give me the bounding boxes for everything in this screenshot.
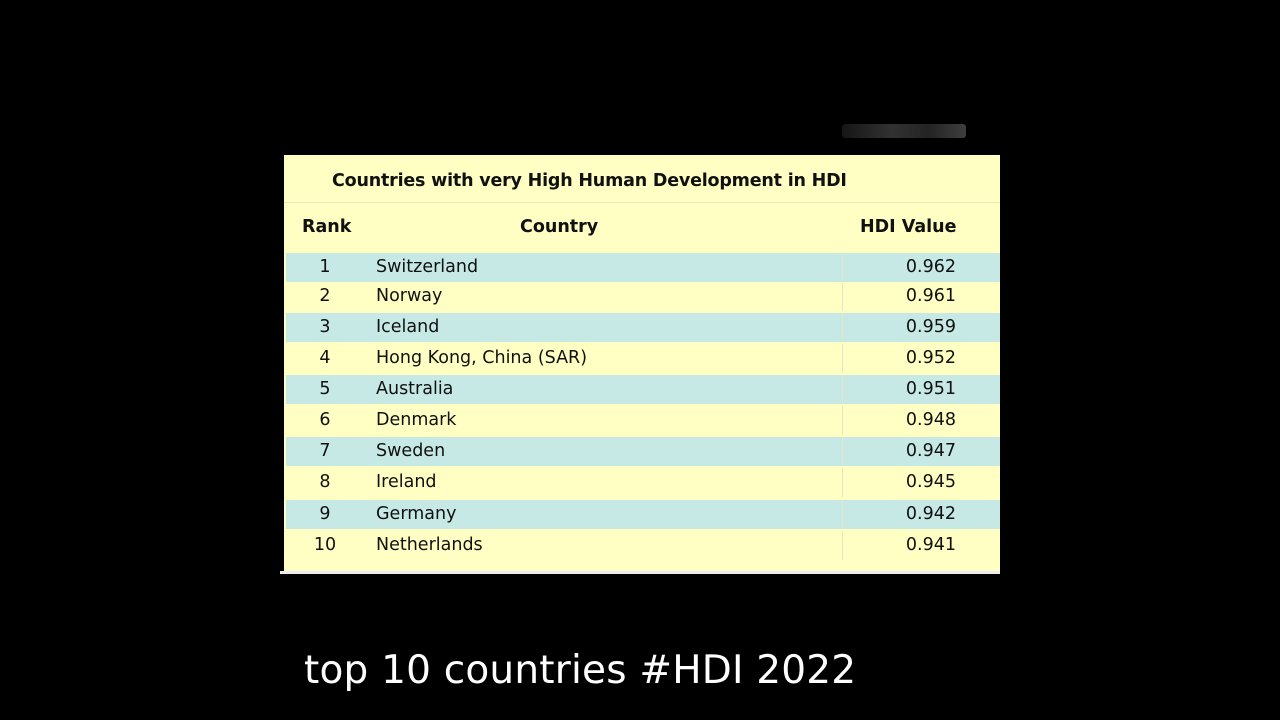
row-country: Germany (376, 504, 457, 524)
row-hdi-value: 0.942 (905, 504, 956, 524)
row-rank: 5 (319, 379, 331, 399)
column-divider (842, 282, 843, 311)
row-country: Iceland (376, 317, 440, 337)
row-hdi-value: 0.951 (905, 379, 956, 399)
row-rank: 8 (319, 472, 331, 492)
header-country: Country (520, 217, 599, 237)
table-row: 8 Ireland 0.945 (286, 468, 1000, 497)
row-hdi-value: 0.962 (905, 257, 956, 277)
row-country: Denmark (376, 410, 457, 430)
column-divider (842, 500, 843, 529)
row-country: Switzerland (376, 257, 479, 277)
table-row: 5 Australia 0.951 (286, 375, 1000, 404)
row-rank: 7 (319, 441, 331, 461)
column-divider (842, 253, 843, 282)
row-hdi-value: 0.941 (905, 535, 956, 555)
table-row: 1 Switzerland 0.962 (286, 253, 1000, 282)
table-bottom-border (280, 571, 1000, 574)
column-divider (842, 437, 843, 466)
row-hdi-value: 0.959 (905, 317, 956, 337)
decorative-mark (842, 124, 966, 138)
row-hdi-value: 0.947 (905, 441, 956, 461)
row-country: Australia (376, 379, 454, 399)
row-country: Norway (376, 286, 443, 306)
table-row: 2 Norway 0.961 (286, 282, 1000, 311)
row-rank: 2 (319, 286, 331, 306)
table-row: 6 Denmark 0.948 (286, 406, 1000, 435)
table-row: 3 Iceland 0.959 (286, 313, 1000, 342)
header-rank: Rank (302, 217, 352, 237)
video-caption: top 10 countries #HDI 2022 (304, 648, 857, 693)
row-hdi-value: 0.948 (905, 410, 956, 430)
row-country: Ireland (376, 472, 437, 492)
table-row: 7 Sweden 0.947 (286, 437, 1000, 466)
row-rank: 3 (319, 317, 331, 337)
table-title: Countries with very High Human Developme… (332, 171, 847, 191)
table-header-row: Rank Country HDI Value (284, 208, 1000, 252)
column-divider (842, 531, 843, 560)
column-divider (842, 313, 843, 342)
table-row: 10 Netherlands 0.941 (286, 531, 1000, 560)
header-hdi-value: HDI Value (860, 217, 957, 237)
row-rank: 6 (319, 410, 331, 430)
row-rank: 4 (319, 348, 331, 368)
row-hdi-value: 0.952 (905, 348, 956, 368)
title-divider (284, 202, 1000, 203)
row-rank: 10 (313, 535, 337, 555)
column-divider (842, 344, 843, 373)
row-country: Netherlands (376, 535, 483, 555)
column-divider (842, 375, 843, 404)
row-hdi-value: 0.945 (905, 472, 956, 492)
row-rank: 1 (319, 257, 331, 277)
row-country: Hong Kong, China (SAR) (376, 348, 588, 368)
table-row: 9 Germany 0.942 (286, 500, 1000, 529)
row-hdi-value: 0.961 (905, 286, 956, 306)
row-rank: 9 (319, 504, 331, 524)
column-divider (842, 468, 843, 497)
column-divider (842, 406, 843, 435)
row-country: Sweden (376, 441, 446, 461)
table-row: 4 Hong Kong, China (SAR) 0.952 (286, 344, 1000, 373)
